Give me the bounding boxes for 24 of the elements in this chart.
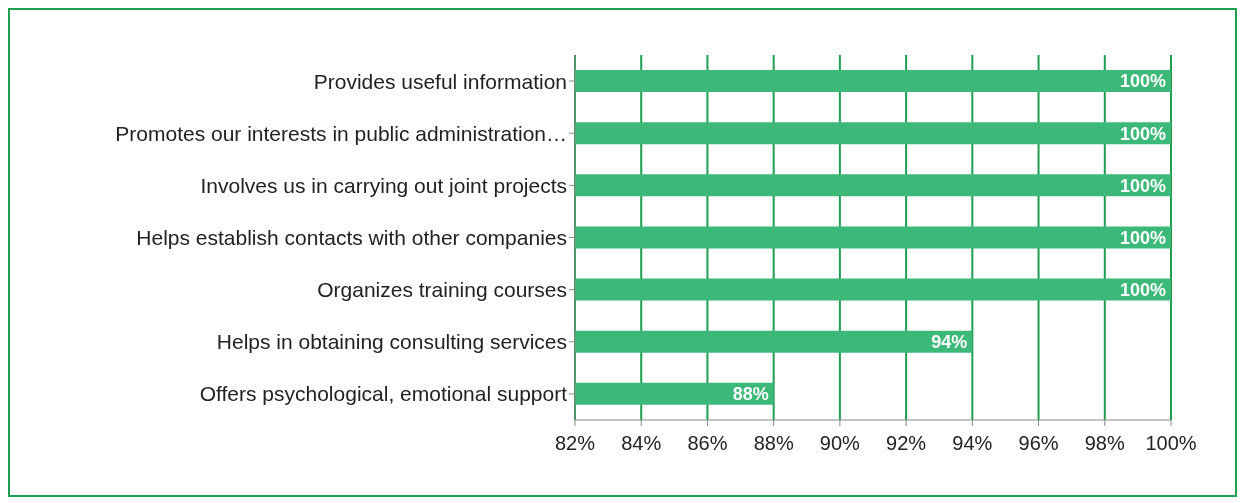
x-tick-label: 94%	[952, 432, 993, 455]
y-tick-label: Helps in obtaining consulting services	[216, 330, 567, 354]
data-label: 88%	[732, 384, 769, 405]
y-tick-label: Provides useful information	[313, 69, 567, 93]
x-tick-label: 86%	[687, 432, 728, 455]
x-tick-label: 90%	[819, 432, 861, 455]
data-label: 100%	[1119, 71, 1166, 92]
y-tick-label: Helps establish contacts with other companies	[136, 225, 567, 249]
x-tick-label: 98%	[1084, 432, 1126, 455]
y-tick-label: Offers psychological, emotional support	[199, 382, 568, 406]
x-tick-label: 96%	[1018, 432, 1059, 455]
data-label: 100%	[1119, 123, 1166, 144]
data-label: 94%	[931, 332, 968, 353]
data-label: 100%	[1119, 227, 1166, 248]
x-tick-label: 100%	[1145, 432, 1197, 455]
x-tick-label: 88%	[753, 432, 794, 455]
data-label: 100%	[1119, 175, 1166, 196]
x-tick-label: 92%	[886, 432, 927, 455]
x-tick-label: 84%	[621, 432, 662, 455]
y-tick-label: Promotes our interests in public administration…	[115, 121, 567, 145]
x-tick-label: 82%	[554, 432, 596, 455]
y-tick-label: Involves us in carrying out joint projects	[200, 173, 567, 197]
y-tick-label: Organizes training courses	[317, 278, 567, 302]
data-label: 100%	[1119, 279, 1166, 300]
